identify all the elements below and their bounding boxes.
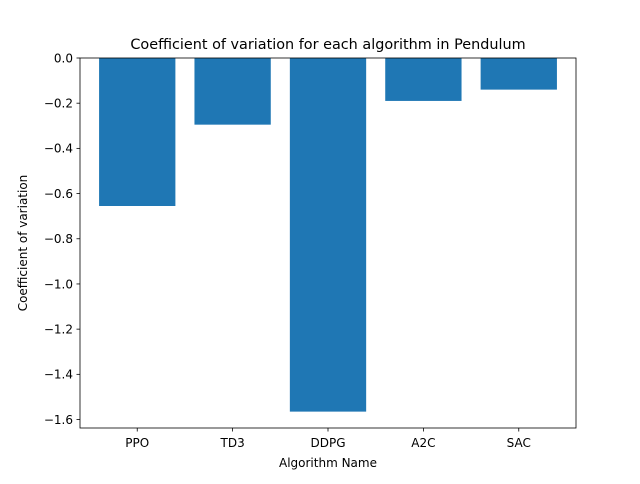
bar-ppo <box>99 58 176 206</box>
y-tick-label: −0.8 <box>44 232 73 246</box>
plot-frame <box>79 57 577 429</box>
x-tick-label: A2C <box>411 436 435 450</box>
x-tick-label: DDPG <box>310 436 345 450</box>
y-tick-label: 0.0 <box>54 51 73 65</box>
bar-ddpg <box>289 58 367 412</box>
y-axis-label: Coefficient of variation <box>16 175 30 312</box>
y-tick-label: −1.6 <box>44 413 73 427</box>
x-tick-label: TD3 <box>220 436 245 450</box>
y-tick-label: −0.4 <box>44 142 73 156</box>
y-axis: 0.0 −0.2 −0.4 −0.6 −0.8 −1.0 −1.2 −1.4 −1.6 <box>44 51 80 427</box>
y-tick-label: −1.4 <box>44 368 73 382</box>
y-tick-label: −1.2 <box>44 322 73 336</box>
x-tick-label: SAC <box>507 436 531 450</box>
chart-title: Coefficient of variation for each algori… <box>130 37 525 53</box>
bar-sac <box>480 58 557 90</box>
y-tick-label: −0.2 <box>44 96 73 110</box>
x-axis-label: Algorithm Name <box>279 456 377 470</box>
x-axis: PPO TD3 DDPG A2C SAC <box>125 428 531 450</box>
bars-layer <box>99 58 557 412</box>
bar-a2c <box>385 58 462 101</box>
y-tick-label: −0.6 <box>44 187 73 201</box>
bar-td3 <box>194 58 271 125</box>
y-tick-label: −1.0 <box>44 277 73 291</box>
x-tick-label: PPO <box>125 436 149 450</box>
